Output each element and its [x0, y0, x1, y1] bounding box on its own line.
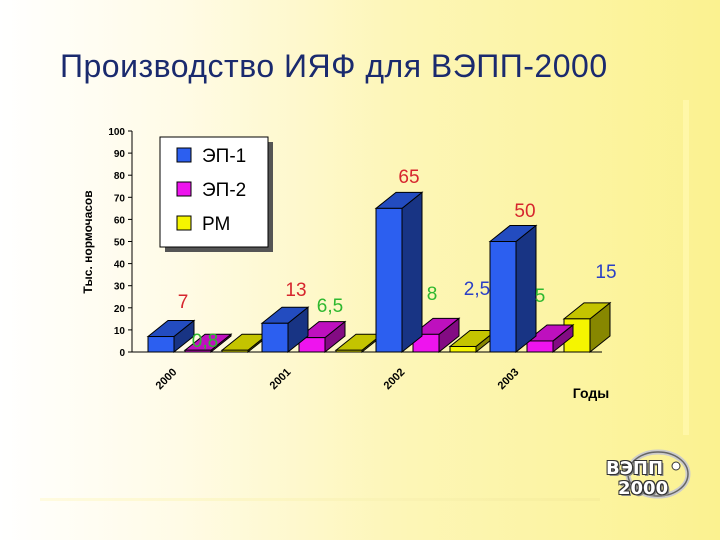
data-label: 50: [514, 201, 535, 222]
category-label: 2001: [268, 366, 294, 392]
decorative-edge: [683, 100, 689, 435]
bar: [298, 337, 326, 353]
bar: [335, 349, 363, 353]
category-label: 2000: [154, 366, 180, 392]
bar: [261, 322, 289, 353]
x-axis-label: Годы: [573, 385, 609, 401]
category-label: 2003: [496, 366, 522, 392]
y-tick-label: 30: [114, 282, 126, 293]
data-label: 5: [535, 286, 546, 307]
y-tick-label: 0: [119, 348, 125, 359]
y-tick-label: 50: [114, 238, 126, 249]
legend-label: ЭП-1: [202, 146, 246, 167]
legend-label: ЭП-2: [202, 180, 246, 201]
logo-line2: 2000: [618, 478, 669, 499]
bar: [147, 336, 175, 353]
legend-label: РМ: [202, 214, 230, 235]
category-label: 2002: [382, 366, 408, 392]
y-tick-label: 100: [108, 127, 125, 138]
legend-swatch: [176, 215, 192, 231]
decorative-line: [40, 498, 600, 501]
bar: [526, 340, 554, 353]
data-label: 0,8: [192, 331, 218, 352]
bar: [184, 349, 212, 353]
data-label: 13: [285, 280, 306, 301]
bar-side: [515, 224, 537, 354]
data-label: 7: [178, 292, 189, 313]
bar: [449, 345, 477, 353]
y-axis-label: Тыс. нормочасов: [81, 190, 95, 293]
data-label: 65: [398, 167, 419, 188]
data-label: 15: [595, 262, 616, 283]
bar: [375, 207, 403, 353]
y-tick-label: 90: [114, 149, 126, 160]
legend-swatch: [176, 147, 192, 163]
data-label: 8: [427, 284, 438, 305]
y-tick-label: 40: [114, 260, 126, 271]
data-label: 2,5: [464, 279, 490, 300]
y-tick-label: 70: [114, 193, 126, 204]
y-tick-label: 20: [114, 304, 126, 315]
y-tick-label: 10: [114, 326, 126, 337]
logo-line1: ВЭПП: [606, 458, 664, 479]
bar: [489, 241, 517, 353]
bar: [221, 349, 249, 353]
data-label: 6,5: [317, 296, 343, 317]
logo: ВЭПП 2000: [596, 440, 696, 510]
legend-swatch: [176, 181, 192, 197]
y-tick-label: 60: [114, 215, 126, 226]
y-tick-label: 80: [114, 171, 126, 182]
slide-title: Производство ИЯФ для ВЭПП-2000: [60, 48, 608, 84]
logo-emblem-icon: [625, 449, 691, 499]
bar-side: [401, 191, 423, 354]
